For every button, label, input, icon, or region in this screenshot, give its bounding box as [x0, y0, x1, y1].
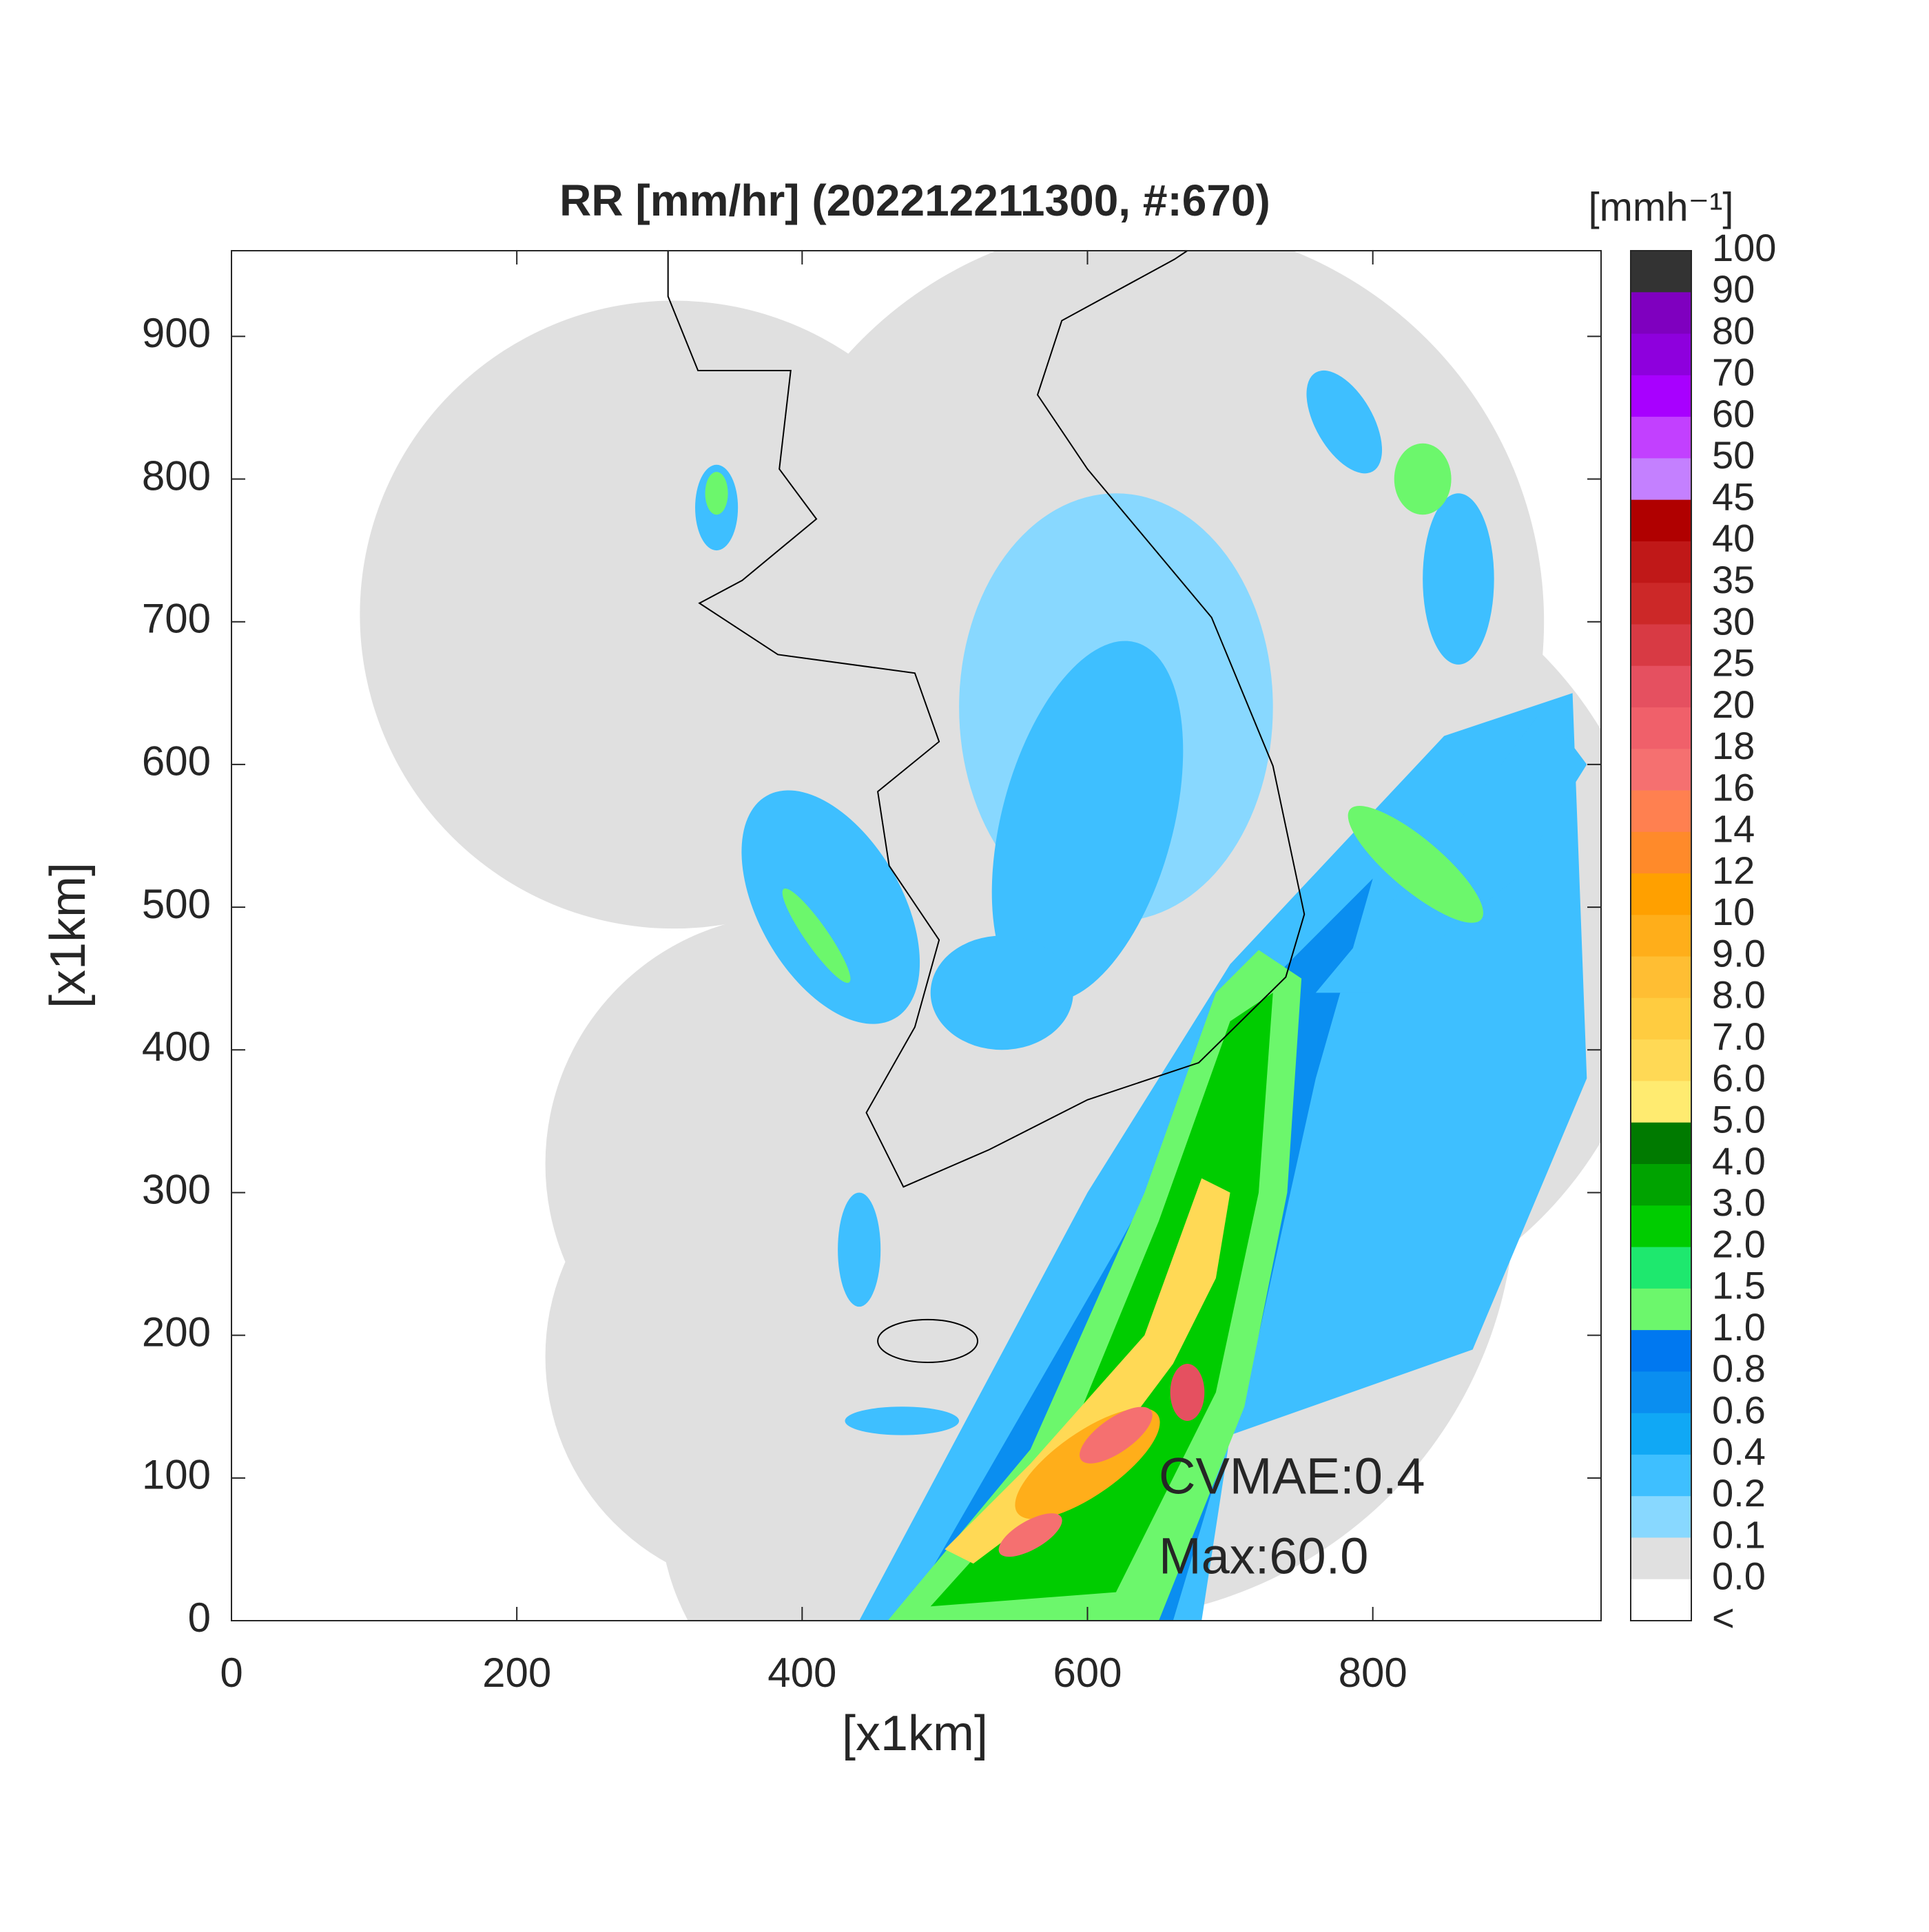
colorbar-label: 0.2: [1712, 1471, 1766, 1515]
colorbar-label: 60: [1712, 392, 1755, 435]
colorbar-label: 80: [1712, 309, 1755, 352]
colorbar-bin: [1631, 915, 1691, 957]
annotation: CVMAE:0.4: [1159, 1448, 1425, 1505]
colorbar-label: 0.4: [1712, 1430, 1766, 1473]
y-tick-label: 700: [142, 596, 211, 642]
x-tick-label: 800: [1339, 1650, 1407, 1696]
x-tick-label: 200: [482, 1650, 551, 1696]
y-tick-label: 300: [142, 1166, 211, 1212]
colorbar-label: 0.8: [1712, 1347, 1766, 1390]
colorbar-label: 70: [1712, 351, 1755, 394]
colorbar-label: 14: [1712, 807, 1755, 851]
map-field: [360, 251, 1601, 1621]
colorbar-bin: [1631, 251, 1691, 293]
colorbar-label: 10: [1712, 890, 1755, 933]
colorbar-bin: [1631, 375, 1691, 417]
colorbar-label: 18: [1712, 724, 1755, 767]
colorbar-label: 100: [1712, 226, 1776, 269]
colorbar-bin: [1631, 1039, 1691, 1081]
colorbar-label: 12: [1712, 849, 1755, 892]
colorbar-bin: [1631, 749, 1691, 791]
colorbar-label: 50: [1712, 433, 1755, 477]
colorbar-bin: [1631, 665, 1691, 708]
colorbar-label: 5.0: [1712, 1098, 1766, 1141]
colorbar-bin: [1631, 458, 1691, 501]
colorbar-bin: [1631, 417, 1691, 459]
chart-title: RR [mm/hr] (202212211300, #:670): [559, 176, 1270, 225]
x-tick-label: 400: [767, 1650, 836, 1696]
y-axis-label: [x1km]: [41, 862, 96, 1008]
colorbar-box: [1630, 250, 1692, 1621]
colorbar-bin: [1631, 1537, 1691, 1580]
colorbar-label: <: [1712, 1596, 1735, 1639]
colorbar-label: 35: [1712, 558, 1755, 601]
colorbar-label: 1.0: [1712, 1305, 1766, 1349]
colorbar-label: 90: [1712, 267, 1755, 311]
y-tick-label: 500: [142, 881, 211, 927]
coastline: [668, 251, 1305, 1362]
colorbar-bin: [1631, 583, 1691, 625]
colorbar-bin: [1631, 1247, 1691, 1289]
x-tick-label: 600: [1053, 1650, 1122, 1696]
y-tick-label: 100: [142, 1452, 211, 1498]
colorbar-bin: [1631, 831, 1691, 874]
colorbar-bin: [1631, 333, 1691, 376]
colorbar-label: 45: [1712, 475, 1755, 518]
colorbar-label: 2.0: [1712, 1222, 1766, 1265]
annotation: Max:60.0: [1159, 1528, 1368, 1585]
colorbar-label: 6.0: [1712, 1056, 1766, 1099]
colorbar-bin: [1631, 1454, 1691, 1497]
colorbar-bin: [1631, 292, 1691, 335]
map-area: [360, 251, 1601, 1621]
x-tick-label: 0: [220, 1650, 243, 1696]
colorbar-label: 16: [1712, 765, 1755, 809]
colorbar-bin: [1631, 997, 1691, 1040]
y-tick-label: 400: [142, 1024, 211, 1070]
colorbar-label: 0.1: [1712, 1513, 1766, 1556]
colorbar-bin: [1631, 956, 1691, 999]
colorbar-label: 0.0: [1712, 1555, 1766, 1598]
y-tick-label: 200: [142, 1309, 211, 1355]
y-tick-label: 900: [142, 310, 211, 356]
colorbar-bin: [1631, 1579, 1691, 1621]
colorbar-bin: [1631, 624, 1691, 667]
colorbar-label: 0.6: [1712, 1388, 1766, 1431]
colorbar-bin: [1631, 1413, 1691, 1455]
y-tick-label: 800: [142, 453, 211, 499]
colorbar-label: 25: [1712, 641, 1755, 685]
colorbar-label: 8.0: [1712, 973, 1766, 1017]
colorbar-bin: [1631, 1205, 1691, 1248]
colorbar-bin: [1631, 1496, 1691, 1538]
colorbar-bin: [1631, 873, 1691, 915]
colorbar-bin: [1631, 707, 1691, 749]
colorbar-bin: [1631, 1288, 1691, 1331]
colorbar-label: 9.0: [1712, 931, 1766, 975]
colorbar-bin: [1631, 1122, 1691, 1165]
colorbar-bin: [1631, 499, 1691, 542]
colorbar-label: 40: [1712, 517, 1755, 560]
colorbar-bin: [1631, 1164, 1691, 1206]
colorbar-label: 1.5: [1712, 1264, 1766, 1307]
colorbar-bin: [1631, 1081, 1691, 1123]
colorbar-label: 30: [1712, 599, 1755, 643]
y-tick-label: 600: [142, 738, 211, 785]
precipitation: [695, 370, 1587, 1621]
y-tick-label: 0: [188, 1595, 211, 1641]
axes-box: [231, 250, 1602, 1621]
x-axis-label: [x1km]: [842, 1706, 988, 1761]
colorbar-label: 20: [1712, 683, 1755, 726]
colorbar-label: 4.0: [1712, 1139, 1766, 1183]
colorbar-bin: [1631, 541, 1691, 583]
colorbar-bin: [1631, 1371, 1691, 1414]
colorbar-label: 7.0: [1712, 1015, 1766, 1058]
colorbar-bin: [1631, 1330, 1691, 1372]
colorbar-title: [mmh⁻¹]: [1588, 185, 1733, 229]
colorbar-bin: [1631, 790, 1691, 833]
colorbar-label: 3.0: [1712, 1181, 1766, 1224]
